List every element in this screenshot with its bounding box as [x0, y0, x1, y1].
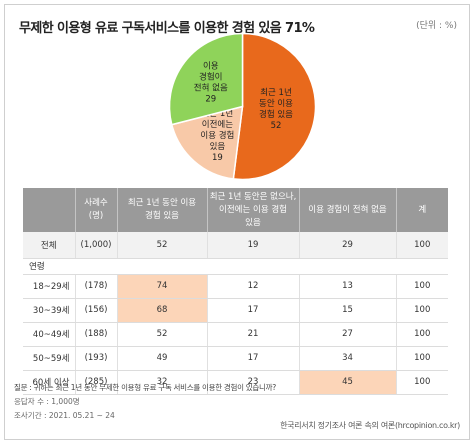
table-section-row: 연령: [23, 258, 448, 275]
table-row: 18~29세 (178) 74 12 13 100: [23, 274, 448, 299]
value-cell: 34: [298, 346, 396, 371]
row-label: 30~39세: [23, 298, 75, 323]
chart-title: 무제한 이용형 유료 구독서비스를 이용한 경험 있음 71%: [19, 21, 315, 36]
table-row: 30~39세 (156) 68 17 15 100: [23, 298, 448, 323]
column-header: 사례수 (명): [74, 188, 117, 232]
value-cell: 74: [116, 274, 207, 299]
value-cell: 52: [116, 232, 207, 259]
row-label: 전체: [23, 232, 75, 259]
value-cell: 17: [206, 346, 299, 371]
column-header: 이용 경험이 전혀 없음: [298, 188, 396, 232]
respondents-note: 응답자 수 : 1,000명: [14, 397, 80, 406]
value-cell: 52: [116, 322, 207, 347]
table-row-total: 전체 (1,000) 52 19 29 100: [23, 232, 448, 259]
pie-slice-label: 이용 경험이 전혀 없음 29: [194, 60, 228, 104]
row-label: 40~49세: [23, 322, 75, 347]
table-row: 40~49세 (188) 52 21 27 100: [23, 322, 448, 347]
row-label: 18~29세: [23, 274, 75, 299]
value-cell: 100: [395, 370, 448, 395]
table-row: 50~59세 (193) 49 17 34 100: [23, 346, 448, 371]
value-cell: 100: [395, 232, 448, 259]
pie-slice: [168, 32, 244, 126]
sample-size-cell: (193): [74, 346, 117, 371]
pie-slice: [232, 32, 317, 181]
sample-size-cell: (188): [74, 322, 117, 347]
column-header: 최근 1년 동안 이용 경험 있음: [116, 188, 207, 232]
value-cell: 19: [206, 232, 299, 259]
column-header: 최근 1년 동안은 없으나, 이전에는 이용 경험 있음: [206, 188, 299, 232]
table-row: 60세 이상 (285) 32 23 45 100: [23, 370, 448, 395]
sample-size-cell: (178): [74, 274, 117, 299]
value-cell: 17: [206, 298, 299, 323]
value-cell: 12: [206, 274, 299, 299]
pie-slice-label: 최근 1년 동안 이용 경험 있음 52: [259, 87, 293, 131]
period-note: 조사기간 : 2021. 05.21 ~ 24: [14, 411, 115, 420]
unit-label: (단위 : %): [416, 21, 457, 31]
source-credit: 한국리서치 정기조사 여론 속의 여론(hrcopinion.co.kr): [280, 421, 460, 430]
sample-size-cell: (285): [74, 370, 117, 395]
row-label: 60세 이상: [23, 370, 75, 395]
value-cell: 32: [116, 370, 207, 395]
value-cell: 23: [206, 370, 299, 395]
column-header: [23, 188, 75, 232]
question-note: 질문 : 귀하는 최근 1년 동안 무제한 이용형 유료 구독 서비스를 이용한…: [14, 383, 276, 392]
value-cell: 13: [298, 274, 396, 299]
value-cell: 21: [206, 322, 299, 347]
value-cell: 100: [395, 322, 448, 347]
sample-size-cell: (1,000): [74, 232, 117, 259]
value-cell: 15: [298, 298, 396, 323]
data-table: 사례수 (명) 최근 1년 동안 이용 경험 있음 최근 1년 동안은 없으나, 이전에는…: [23, 188, 448, 395]
value-cell: 100: [395, 274, 448, 299]
value-cell: 100: [395, 298, 448, 323]
value-cell: 29: [298, 232, 396, 259]
column-header: 계: [395, 188, 448, 232]
value-cell: 27: [298, 322, 396, 347]
table-header-row: 사례수 (명) 최근 1년 동안 이용 경험 있음 최근 1년 동안은 없으나, 이전에는…: [23, 188, 448, 232]
value-cell: 45: [298, 370, 396, 395]
pie-slice: [170, 105, 244, 180]
section-label: 연령: [23, 258, 448, 275]
value-cell: 100: [395, 346, 448, 371]
value-cell: 49: [116, 346, 207, 371]
sample-size-cell: (156): [74, 298, 117, 323]
row-label: 50~59세: [23, 346, 75, 371]
value-cell: 68: [116, 298, 207, 323]
